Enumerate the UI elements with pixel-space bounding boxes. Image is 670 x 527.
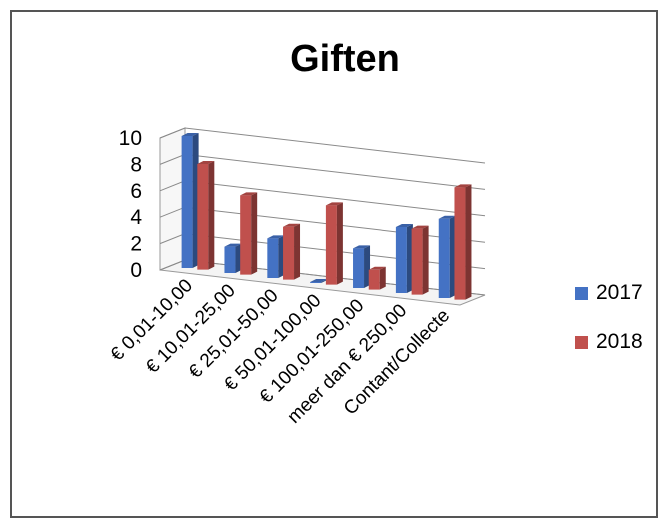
- bar-2018-7: [454, 184, 472, 300]
- bar-2017-5: [353, 245, 371, 288]
- bar-2017-7: [438, 215, 456, 298]
- y-tick-label: 4: [130, 206, 142, 229]
- bar-2018-2: [240, 192, 258, 275]
- bar-2018-6: [411, 225, 429, 295]
- y-tick-label: 0: [130, 259, 142, 282]
- y-tick-label: 8: [130, 153, 142, 176]
- legend-label-2018: 2018: [596, 330, 643, 353]
- chart-title: Giften: [290, 38, 400, 80]
- bar-2017-2: [224, 243, 242, 273]
- chart-legend: 2017 2018: [575, 280, 643, 378]
- bar-2018-5: [368, 266, 386, 290]
- bar-2018-1: [197, 161, 215, 270]
- legend-item-2018: 2018: [575, 329, 643, 355]
- x-tick-label: € 0,01-10,00: [107, 275, 197, 365]
- gridline: [159, 127, 486, 164]
- chart-bars: [181, 133, 472, 300]
- chart-side-wall: [159, 127, 186, 271]
- legend-item-2017: 2017: [575, 280, 643, 306]
- legend-label-2017: 2017: [596, 281, 643, 304]
- bar-2017-1: [181, 133, 199, 268]
- bar-2017-4: [310, 279, 328, 283]
- legend-swatch-2018: [575, 335, 588, 349]
- bar-2017-3: [267, 235, 285, 278]
- bar-2018-4: [325, 202, 343, 285]
- y-tick-label: 10: [119, 127, 142, 150]
- bar-2018-3: [283, 223, 301, 280]
- y-tick-label: 6: [130, 180, 142, 203]
- bar-2017-6: [395, 224, 413, 293]
- legend-swatch-2017: [575, 286, 588, 300]
- y-tick-label: 2: [130, 233, 142, 256]
